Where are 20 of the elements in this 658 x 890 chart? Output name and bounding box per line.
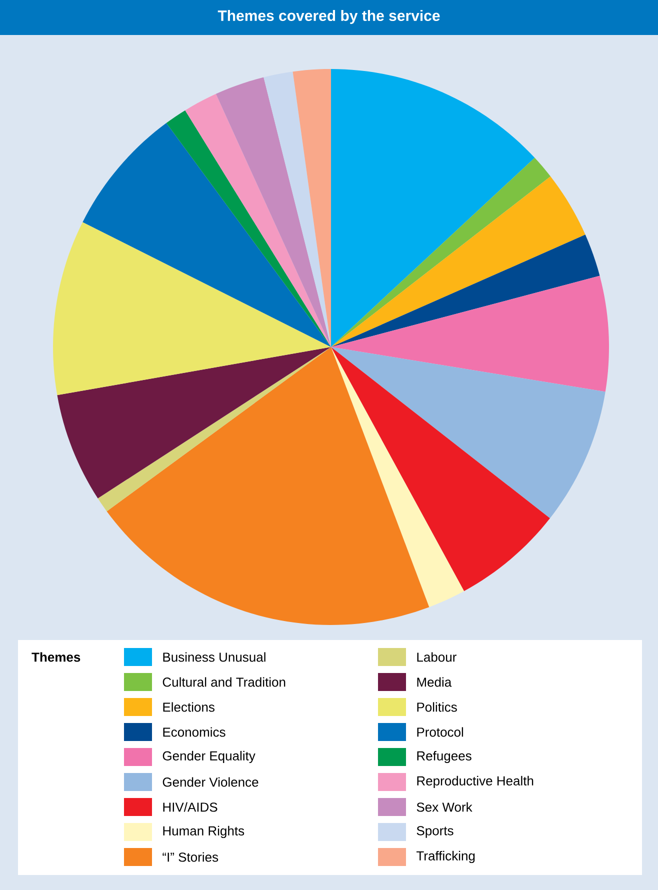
chart-title: Themes covered by the service — [218, 10, 440, 24]
legend-title: Themes — [32, 652, 80, 662]
legend-label: Sex Work — [416, 802, 472, 812]
legend-label: Protocol — [417, 727, 464, 737]
legend-label: Refugees — [417, 750, 472, 764]
legend-label: Business Unusual — [163, 652, 266, 662]
legend-label: Sports — [416, 826, 454, 838]
legend-label: Media — [417, 677, 452, 687]
legend-label: Gender Equality — [162, 750, 256, 764]
legend-label: Cultural and Tradition — [162, 677, 286, 687]
legend-label: HIV/AIDS — [163, 802, 218, 812]
legend-label: Elections — [163, 702, 214, 712]
legend-label: Trafficking — [416, 850, 475, 864]
legend-label: Economics — [163, 727, 226, 737]
legend-label: Gender Violence — [162, 777, 258, 787]
legend-label: Human Rights — [163, 826, 244, 838]
legend-label: Politics — [417, 702, 457, 712]
legend-label: Reproductive Health — [417, 776, 534, 788]
legend-label: Labour — [417, 652, 456, 662]
legend-label: “I” Stories — [162, 852, 218, 862]
